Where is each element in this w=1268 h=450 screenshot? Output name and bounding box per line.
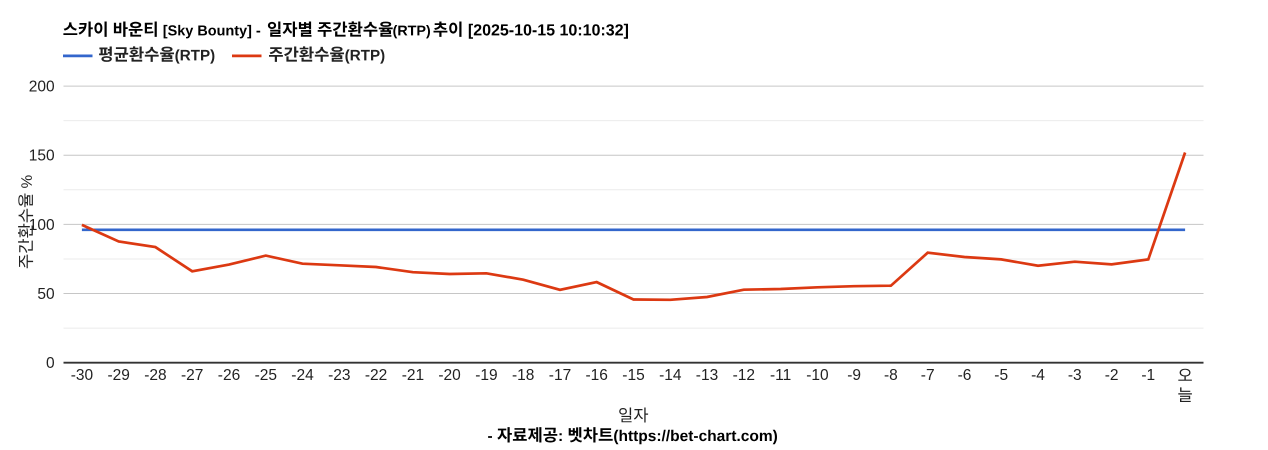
svg-text:-2: -2 bbox=[1105, 367, 1119, 384]
svg-text:-14: -14 bbox=[659, 367, 682, 384]
svg-text:-25: -25 bbox=[255, 367, 277, 384]
svg-text:-11: -11 bbox=[770, 367, 791, 384]
svg-text:100: 100 bbox=[29, 217, 55, 234]
svg-text:-26: -26 bbox=[218, 367, 240, 384]
svg-text:-9: -9 bbox=[847, 367, 861, 384]
svg-text:-22: -22 bbox=[365, 367, 387, 384]
svg-text:-5: -5 bbox=[994, 367, 1008, 384]
svg-text:-4: -4 bbox=[1031, 367, 1045, 384]
svg-text:-12: -12 bbox=[733, 367, 755, 384]
svg-text:-20: -20 bbox=[438, 367, 461, 384]
svg-text:-27: -27 bbox=[181, 367, 203, 384]
svg-text:-29: -29 bbox=[107, 367, 129, 384]
svg-text:-1: -1 bbox=[1141, 367, 1155, 384]
svg-text:200: 200 bbox=[29, 79, 55, 96]
svg-text:-7: -7 bbox=[921, 367, 935, 384]
svg-text:-19: -19 bbox=[475, 367, 497, 384]
svg-text:0: 0 bbox=[46, 355, 55, 372]
svg-text:-18: -18 bbox=[512, 367, 534, 384]
svg-text:-17: -17 bbox=[549, 367, 571, 384]
svg-text:-6: -6 bbox=[958, 367, 972, 384]
svg-text:-23: -23 bbox=[328, 367, 350, 384]
svg-text:-30: -30 bbox=[71, 367, 94, 384]
svg-text:-16: -16 bbox=[585, 367, 607, 384]
svg-text:-13: -13 bbox=[696, 367, 718, 384]
svg-text:-8: -8 bbox=[884, 367, 898, 384]
svg-text:50: 50 bbox=[37, 286, 55, 303]
svg-text:-28: -28 bbox=[144, 367, 166, 384]
svg-text:-24: -24 bbox=[291, 367, 314, 384]
svg-text:-15: -15 bbox=[622, 367, 644, 384]
svg-text:-3: -3 bbox=[1068, 367, 1082, 384]
svg-text:150: 150 bbox=[29, 148, 55, 165]
svg-text:-10: -10 bbox=[806, 367, 829, 384]
svg-text:-21: -21 bbox=[402, 367, 424, 384]
